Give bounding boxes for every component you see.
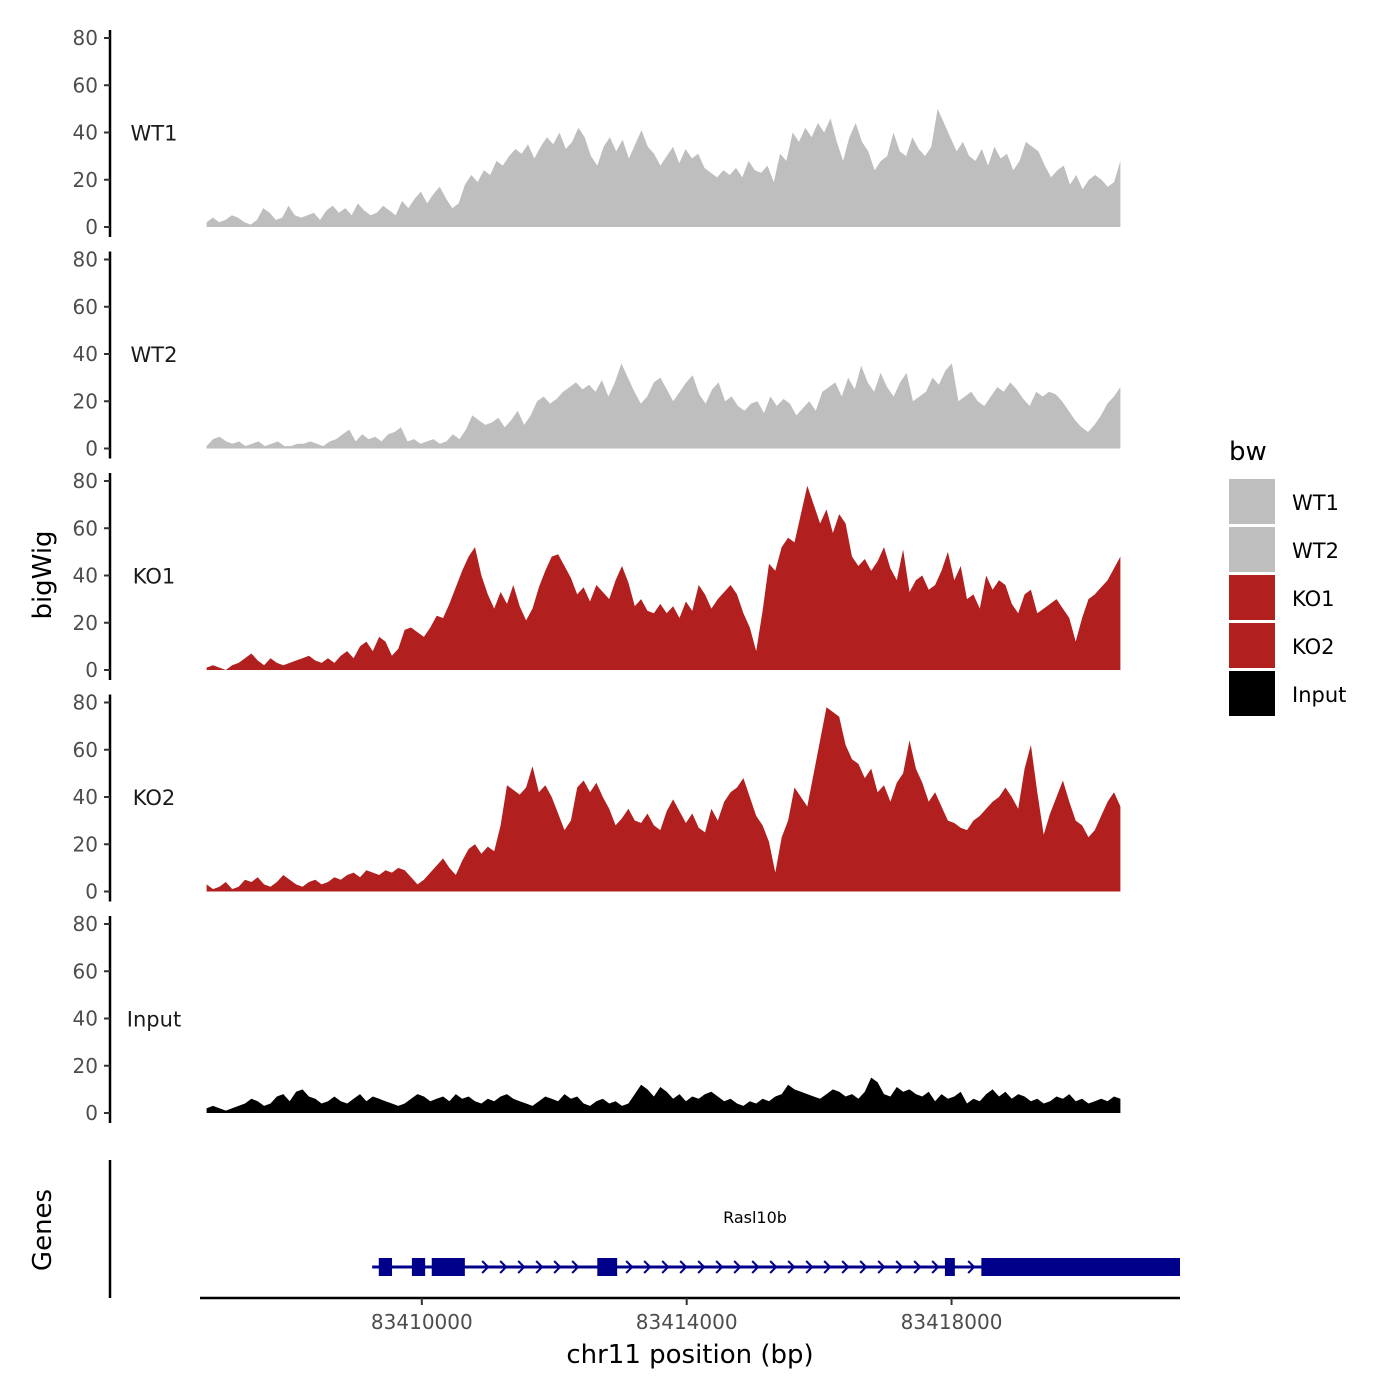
y-tick-label: 80 <box>73 691 98 715</box>
gene-track: Rasl10b <box>108 1160 1180 1298</box>
legend-swatch <box>1229 527 1275 572</box>
gene-exon <box>981 1258 1180 1276</box>
legend-label: WT2 <box>1292 539 1339 563</box>
y-tick-label: 0 <box>85 880 98 904</box>
y-tick-label: 60 <box>73 738 98 762</box>
strand-arrow <box>643 1260 652 1274</box>
strand-arrow <box>769 1260 778 1274</box>
legend-label: KO1 <box>1292 587 1335 611</box>
strand-arrow <box>787 1260 796 1274</box>
legend-swatch <box>1229 623 1275 668</box>
strand-arrow <box>499 1260 508 1274</box>
legend-swatch <box>1229 671 1275 716</box>
y-axis-title: bigWig <box>28 530 58 619</box>
y-tick-label: 20 <box>73 1054 98 1078</box>
track-ko2: 0 20 40 60 80 KO2 <box>73 691 1121 904</box>
strand-arrow <box>895 1260 904 1274</box>
x-tick-label: 83414000 <box>636 1310 738 1334</box>
strand-arrow <box>715 1260 724 1274</box>
strand-arrow <box>481 1260 490 1274</box>
y-tick-label: 40 <box>73 564 98 588</box>
track-label: Input <box>127 1008 181 1032</box>
gene-exon <box>944 1258 955 1276</box>
legend-label: Input <box>1292 683 1346 707</box>
x-axis-title: chr11 position (bp) <box>566 1340 813 1370</box>
gene-exon <box>378 1258 393 1276</box>
gene-exon <box>411 1258 426 1276</box>
x-tick-label: 83410000 <box>371 1310 473 1334</box>
track-wt2: 0 20 40 60 80 WT2 <box>73 248 1121 461</box>
strand-arrow <box>697 1260 706 1274</box>
y-tick-label: 20 <box>73 611 98 635</box>
y-tick-label: 40 <box>73 1007 98 1031</box>
x-axis: 83410000 83414000 83418000 <box>200 1296 1180 1334</box>
y-tick-label: 0 <box>85 215 98 239</box>
y-tick-label: 0 <box>85 1101 98 1125</box>
strand-arrow <box>805 1260 814 1274</box>
track-label: KO1 <box>133 565 176 589</box>
y-tick-label: 20 <box>73 389 98 413</box>
legend-swatch <box>1229 479 1275 524</box>
y-tick-label: 80 <box>73 469 98 493</box>
strand-arrow <box>517 1260 526 1274</box>
strand-arrow <box>553 1260 562 1274</box>
strand-arrow <box>859 1260 868 1274</box>
y-tick-label: 0 <box>85 437 98 461</box>
legend-title: bw <box>1229 437 1267 467</box>
gene-track-title: Genes <box>28 1189 58 1271</box>
coverage-area-ko2 <box>206 707 1121 892</box>
gene-exon <box>597 1258 618 1276</box>
y-tick-label: 60 <box>73 295 98 319</box>
y-tick-label: 60 <box>73 516 98 540</box>
track-wt1: 0 20 40 60 80 WT1 <box>73 26 1121 239</box>
coverage-area-input <box>206 1077 1121 1113</box>
strand-arrow <box>877 1260 886 1274</box>
coverage-area-ko1 <box>206 485 1121 670</box>
y-tick-label: 80 <box>73 26 98 50</box>
x-tick-label: 83418000 <box>901 1310 1003 1334</box>
strand-arrow <box>913 1260 922 1274</box>
gene-exon <box>431 1258 465 1276</box>
coverage-area-wt2 <box>206 363 1121 449</box>
track-input: 0 20 40 60 80 Input <box>73 912 1121 1125</box>
track-label: KO2 <box>133 786 176 810</box>
track-label: WT1 <box>131 122 178 146</box>
tracks-layer: 0 20 40 60 80 WT1 0 20 40 60 80 WT2 0 20 40 60 80 KO1 0 20 4… <box>73 26 1121 1125</box>
y-tick-label: 60 <box>73 959 98 983</box>
legend-label: WT1 <box>1292 491 1339 515</box>
strand-arrow <box>679 1260 688 1274</box>
legend: bw WT1 WT2 KO1 KO2 Input <box>1229 437 1346 716</box>
y-tick-label: 80 <box>73 912 98 936</box>
y-tick-label: 60 <box>73 73 98 97</box>
y-tick-label: 20 <box>73 168 98 192</box>
strand-arrow <box>571 1260 580 1274</box>
y-tick-label: 0 <box>85 658 98 682</box>
y-tick-label: 40 <box>73 342 98 366</box>
strand-arrow <box>535 1260 544 1274</box>
strand-arrow <box>967 1260 976 1274</box>
y-tick-label: 80 <box>73 248 98 272</box>
strand-arrow <box>823 1260 832 1274</box>
strand-arrow <box>751 1260 760 1274</box>
gene-name-label: Rasl10b <box>723 1208 787 1227</box>
coverage-area-wt1 <box>206 108 1121 227</box>
track-ko1: 0 20 40 60 80 KO1 <box>73 469 1121 682</box>
strand-arrow <box>625 1260 634 1274</box>
strand-arrow <box>841 1260 850 1274</box>
strand-arrow <box>661 1260 670 1274</box>
legend-label: KO2 <box>1292 635 1335 659</box>
strand-arrow <box>931 1260 940 1274</box>
strand-arrow <box>733 1260 742 1274</box>
y-tick-label: 40 <box>73 785 98 809</box>
track-label: WT2 <box>131 343 178 367</box>
legend-swatch <box>1229 575 1275 620</box>
y-tick-label: 20 <box>73 832 98 856</box>
y-tick-label: 40 <box>73 121 98 145</box>
